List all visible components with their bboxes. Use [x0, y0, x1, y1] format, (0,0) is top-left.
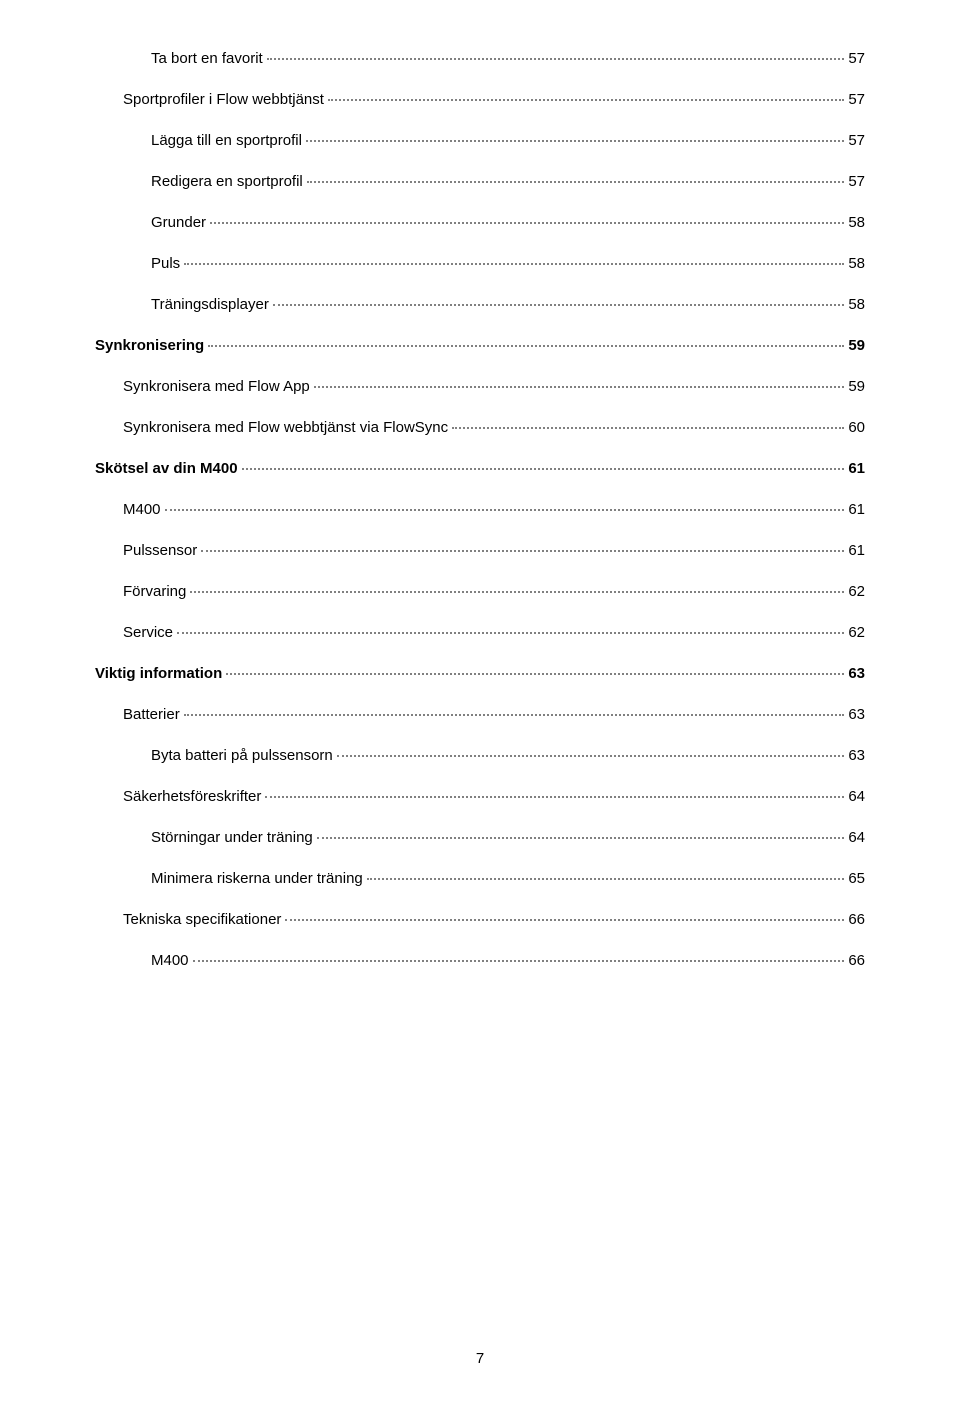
toc-entry-page: 64: [848, 788, 865, 805]
toc-entry: Byta batteri på pulssensorn 63: [95, 747, 865, 764]
toc-entry-label: Lägga till en sportprofil: [151, 132, 302, 149]
page-number: 7: [476, 1350, 484, 1367]
toc-entry: Pulssensor 61: [95, 542, 865, 559]
toc-dots: [208, 345, 844, 347]
toc-entry-label: Synkronisera med Flow webbtjänst via Flo…: [123, 419, 448, 436]
toc-entry-label: Tekniska specifikationer: [123, 911, 281, 928]
toc-entry-label: Viktig information: [95, 665, 222, 682]
toc-entry: Träningsdisplayer 58: [95, 296, 865, 313]
toc-dots: [285, 919, 844, 921]
toc-entry-label: Säkerhetsföreskrifter: [123, 788, 261, 805]
toc-entry-page: 58: [848, 255, 865, 272]
toc-entry-page: 61: [848, 460, 865, 477]
toc-dots: [452, 427, 844, 429]
toc-entry-label: Störningar under träning: [151, 829, 313, 846]
toc-entry: M400 61: [95, 501, 865, 518]
toc-entry: Synkronisera med Flow App 59: [95, 378, 865, 395]
toc-dots: [193, 960, 845, 962]
toc-dots: [165, 509, 845, 511]
toc-entry: Minimera riskerna under träning 65: [95, 870, 865, 887]
toc-entry: Skötsel av din M400 61: [95, 460, 865, 477]
toc-entry-page: 61: [848, 501, 865, 518]
toc-entry-page: 57: [848, 91, 865, 108]
toc-entry-page: 62: [848, 624, 865, 641]
toc-entry-page: 59: [848, 337, 865, 354]
toc-entry: Sportprofiler i Flow webbtjänst 57: [95, 91, 865, 108]
toc-dots: [317, 837, 845, 839]
table-of-contents: Ta bort en favorit57Sportprofiler i Flow…: [95, 50, 865, 969]
toc-entry-label: Redigera en sportprofil: [151, 173, 303, 190]
toc-dots: [184, 714, 845, 716]
toc-entry: Viktig information 63: [95, 665, 865, 682]
toc-entry-page: 60: [848, 419, 865, 436]
toc-entry: Grunder 58: [95, 214, 865, 231]
toc-entry: Service 62: [95, 624, 865, 641]
toc-entry-label: Batterier: [123, 706, 180, 723]
toc-entry-label: M400: [123, 501, 161, 518]
toc-entry: Förvaring 62: [95, 583, 865, 600]
toc-entry-page: 61: [848, 542, 865, 559]
toc-entry-page: 66: [848, 952, 865, 969]
toc-dots: [265, 796, 844, 798]
toc-entry: M400 66: [95, 952, 865, 969]
toc-entry-page: 57: [848, 173, 865, 190]
toc-entry-label: Träningsdisplayer: [151, 296, 269, 313]
toc-entry: Synkronisera med Flow webbtjänst via Flo…: [95, 419, 865, 436]
toc-entry: Lägga till en sportprofil 57: [95, 132, 865, 149]
toc-dots: [307, 181, 845, 183]
toc-dots: [184, 263, 844, 265]
toc-entry: Ta bort en favorit 57: [95, 50, 865, 67]
toc-entry-page: 59: [848, 378, 865, 395]
toc-entry: Säkerhetsföreskrifter 64: [95, 788, 865, 805]
toc-entry-label: Sportprofiler i Flow webbtjänst: [123, 91, 324, 108]
toc-entry: Redigera en sportprofil 57: [95, 173, 865, 190]
toc-entry: Synkronisering 59: [95, 337, 865, 354]
toc-dots: [190, 591, 844, 593]
toc-entry-page: 62: [848, 583, 865, 600]
toc-entry-page: 63: [848, 665, 865, 682]
toc-entry-label: Puls: [151, 255, 180, 272]
toc-entry-page: 58: [848, 296, 865, 313]
toc-entry-label: Skötsel av din M400: [95, 460, 238, 477]
toc-entry-label: Grunder: [151, 214, 206, 231]
toc-dots: [201, 550, 844, 552]
toc-entry-page: 64: [848, 829, 865, 846]
toc-dots: [328, 99, 844, 101]
toc-dots: [177, 632, 844, 634]
toc-entry-label: M400: [151, 952, 189, 969]
toc-entry-label: Minimera riskerna under träning: [151, 870, 363, 887]
toc-dots: [306, 140, 844, 142]
toc-dots: [226, 673, 844, 675]
toc-entry-page: 57: [848, 50, 865, 67]
toc-entry-label: Ta bort en favorit: [151, 50, 263, 67]
toc-entry-label: Pulssensor: [123, 542, 197, 559]
toc-dots: [210, 222, 844, 224]
toc-entry-page: 65: [848, 870, 865, 887]
toc-entry: Batterier 63: [95, 706, 865, 723]
toc-entry-page: 58: [848, 214, 865, 231]
toc-dots: [367, 878, 845, 880]
toc-entry: Tekniska specifikationer 66: [95, 911, 865, 928]
toc-entry-label: Synkronisering: [95, 337, 204, 354]
toc-entry-label: Service: [123, 624, 173, 641]
toc-entry: Puls 58: [95, 255, 865, 272]
toc-entry: Störningar under träning 64: [95, 829, 865, 846]
toc-dots: [242, 468, 845, 470]
toc-entry-page: 63: [848, 706, 865, 723]
toc-entry-label: Byta batteri på pulssensorn: [151, 747, 333, 764]
toc-entry-label: Förvaring: [123, 583, 186, 600]
toc-dots: [314, 386, 845, 388]
toc-dots: [267, 58, 845, 60]
toc-entry-page: 57: [848, 132, 865, 149]
toc-dots: [273, 304, 844, 306]
toc-entry-page: 63: [848, 747, 865, 764]
toc-entry-label: Synkronisera med Flow App: [123, 378, 310, 395]
toc-dots: [337, 755, 845, 757]
toc-entry-page: 66: [848, 911, 865, 928]
